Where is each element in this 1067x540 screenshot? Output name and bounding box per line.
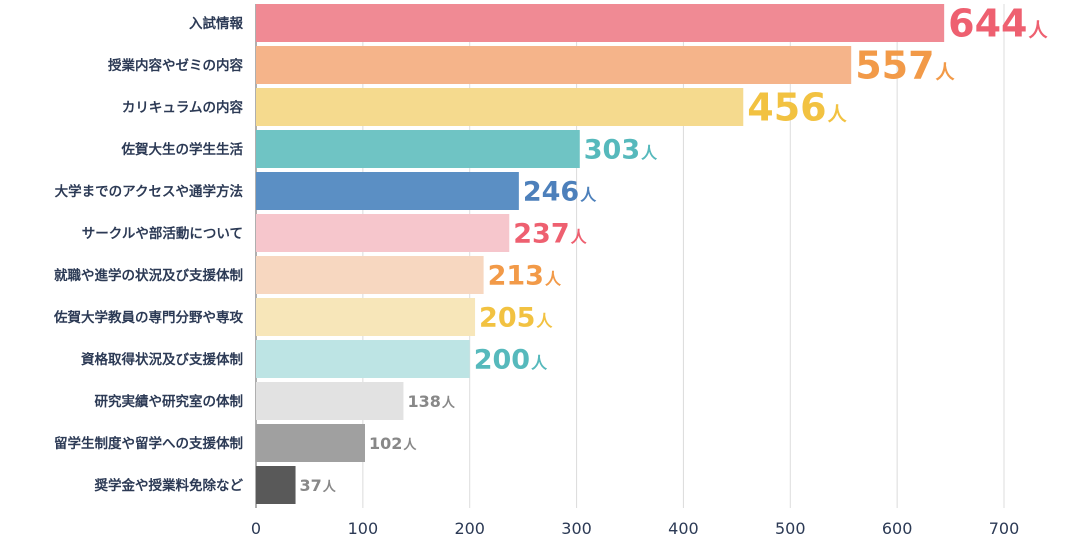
bar — [256, 424, 365, 462]
category-label: 就職や進学の状況及び支援体制 — [54, 267, 243, 284]
value-unit: 人 — [1028, 20, 1048, 42]
category-label-layer: 入試情報授業内容やゼミの内容カリキュラムの内容佐賀大生の学生生活大学までのアクセ… — [53, 15, 243, 494]
bar — [256, 46, 852, 84]
value-unit: 人 — [323, 479, 337, 495]
x-tick-label: 500 — [775, 519, 806, 538]
value-label: 456人 — [747, 86, 847, 130]
bar — [256, 4, 945, 42]
bar-layer — [256, 4, 945, 504]
value-unit: 人 — [536, 312, 553, 331]
value-number: 237 — [513, 219, 569, 250]
bar — [256, 88, 744, 126]
x-tick-label: 300 — [561, 519, 592, 538]
category-label: カリキュラムの内容 — [122, 99, 244, 116]
bar — [256, 172, 519, 210]
bar — [256, 382, 404, 420]
value-unit: 人 — [442, 395, 456, 411]
category-label: 留学生制度や留学への支援体制 — [54, 435, 243, 452]
category-label: 大学までのアクセスや通学方法 — [55, 183, 244, 200]
x-tick-label: 0 — [251, 519, 261, 538]
bar — [256, 298, 476, 336]
value-number: 200 — [474, 345, 530, 376]
value-number: 213 — [488, 261, 544, 292]
tick-label-layer: 0 100 200 300 400 500 600 700 — [251, 519, 1019, 538]
value-number: 557 — [855, 44, 934, 88]
x-tick-label: 200 — [454, 519, 485, 538]
bar — [256, 466, 296, 504]
x-tick-label: 700 — [989, 519, 1020, 538]
value-label: 205人 — [479, 303, 553, 334]
category-label: 佐賀大学教員の専門分野や専攻 — [53, 309, 243, 326]
value-unit: 人 — [545, 270, 562, 289]
value-unit: 人 — [403, 437, 417, 453]
bar — [256, 214, 510, 252]
value-unit: 人 — [828, 104, 848, 126]
category-label: 佐賀大生の学生生活 — [121, 141, 244, 158]
bar — [256, 340, 470, 378]
x-tick-label: 600 — [882, 519, 913, 538]
value-unit: 人 — [531, 354, 548, 373]
value-label: 237人 — [513, 219, 587, 250]
x-tick-label: 100 — [348, 519, 379, 538]
category-label: 奨学金や授業料免除など — [94, 477, 244, 494]
category-label: 授業内容やゼミの内容 — [108, 57, 243, 74]
value-label-layer: 644人557人456人303人246人237人213人205人200人138人… — [300, 2, 1049, 495]
category-label: サークルや部活動について — [82, 225, 243, 242]
value-unit: 人 — [571, 228, 588, 247]
value-label: 644人 — [948, 2, 1048, 46]
category-label: 研究実績や研究室の体制 — [95, 393, 244, 410]
value-label: 213人 — [488, 261, 562, 292]
value-label: 138人 — [407, 392, 455, 411]
category-label: 資格取得状況及び支援体制 — [81, 351, 243, 368]
value-number: 303 — [584, 135, 640, 166]
value-label: 102人 — [369, 434, 417, 453]
value-label: 303人 — [584, 135, 658, 166]
value-unit: 人 — [936, 62, 956, 84]
value-number: 246 — [523, 177, 579, 208]
value-unit: 人 — [641, 144, 658, 163]
value-unit: 人 — [580, 186, 597, 205]
value-label: 37人 — [300, 476, 337, 495]
value-number: 205 — [479, 303, 535, 334]
x-tick-label: 400 — [668, 519, 699, 538]
value-label: 246人 — [523, 177, 597, 208]
value-label: 557人 — [855, 44, 955, 88]
value-number: 37 — [300, 476, 322, 495]
bar — [256, 130, 580, 168]
bar — [256, 256, 484, 294]
category-label: 入試情報 — [189, 15, 243, 32]
value-number: 102 — [369, 434, 402, 453]
value-number: 644 — [948, 2, 1027, 46]
value-label: 200人 — [474, 345, 548, 376]
value-number: 456 — [747, 86, 826, 130]
value-number: 138 — [407, 392, 440, 411]
